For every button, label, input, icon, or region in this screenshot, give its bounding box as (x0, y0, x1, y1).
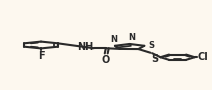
Text: S: S (148, 41, 154, 50)
Text: S: S (152, 54, 159, 64)
Text: F: F (38, 51, 44, 61)
Text: NH: NH (77, 42, 93, 52)
Text: N: N (110, 35, 117, 44)
Text: N: N (128, 33, 135, 42)
Text: O: O (102, 55, 110, 65)
Text: Cl: Cl (197, 52, 208, 62)
